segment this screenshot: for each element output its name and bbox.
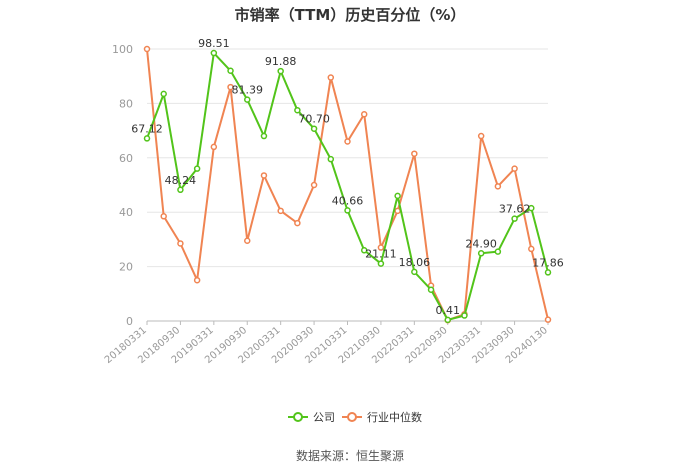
data-point [327, 155, 335, 163]
legend-item[interactable]: 公司 [288, 411, 335, 424]
data-point [377, 244, 385, 251]
y-tick-label: 40 [119, 206, 133, 219]
data-point [160, 213, 167, 220]
data-point [277, 207, 284, 215]
data-point [494, 248, 502, 255]
data-label: 0.41 [436, 304, 461, 317]
data-point [444, 316, 451, 324]
data-point [294, 219, 301, 227]
data-label: 37.62 [499, 203, 531, 216]
data-point [227, 67, 234, 75]
data-point [360, 247, 368, 254]
data-point [227, 83, 234, 91]
legend-label: 公司 [313, 411, 335, 424]
source-text: 数据来源：恒生聚源 [295, 449, 404, 463]
data-point [244, 96, 251, 103]
y-tick-label: 100 [112, 43, 133, 56]
data-point [528, 245, 535, 253]
data-label: 40.66 [332, 194, 364, 207]
data-point [544, 316, 552, 323]
data-point [193, 165, 201, 172]
data-label: 81.39 [232, 84, 264, 97]
data-label-layer: 67.12 48.24 98.51 81.39 91.88 70.70 40.66 21.11… [131, 37, 564, 317]
y-tick-label: 80 [119, 97, 133, 110]
data-label: 24.90 [465, 237, 497, 250]
series-line [146, 48, 549, 322]
data-point [427, 286, 435, 293]
data-point [377, 260, 385, 267]
y-tick-label: 0 [126, 315, 133, 328]
data-point [310, 181, 318, 189]
data-point [193, 276, 201, 284]
legend-swatch-marker [293, 412, 303, 422]
data-point [210, 49, 218, 57]
data-point [411, 150, 418, 157]
data-label: 21.11 [365, 248, 397, 261]
data-point [477, 132, 485, 140]
data-point [344, 207, 351, 214]
data-point [511, 215, 518, 222]
data-point [310, 125, 318, 132]
data-point [277, 67, 284, 75]
series-line [146, 52, 549, 321]
data-point [260, 132, 268, 140]
data-point [260, 172, 268, 179]
data-point [160, 90, 167, 98]
data-point [210, 143, 218, 151]
data-label: 48.24 [165, 174, 197, 187]
data-point [327, 74, 335, 81]
data-label: 70.70 [298, 113, 330, 126]
data-point [394, 207, 401, 215]
data-point [411, 268, 418, 276]
data-point [544, 269, 552, 276]
legend: 公司 行业中位数 [288, 410, 422, 424]
legend-label: 行业中位数 [367, 410, 422, 424]
y-tick-label: 20 [119, 261, 133, 274]
data-point [360, 111, 368, 118]
data-point [177, 240, 184, 247]
data-label: 18.06 [399, 256, 431, 269]
data-point [511, 165, 518, 172]
data-label: 91.88 [265, 55, 297, 68]
data-point [143, 45, 151, 53]
chart-title: 市销率（TTM）历史百分位（%） [234, 6, 466, 24]
data-label: 98.51 [198, 37, 230, 50]
y-tick-label: 60 [119, 152, 133, 165]
data-point [394, 192, 401, 200]
data-point [244, 237, 251, 245]
data-point [461, 312, 468, 319]
legend-item[interactable]: 行业中位数 [342, 410, 422, 424]
series-layer [143, 45, 552, 324]
data-label: 67.12 [131, 122, 163, 135]
data-point [344, 138, 351, 145]
data-point [177, 186, 184, 194]
data-point [494, 183, 502, 190]
grid-layer [147, 48, 548, 322]
axis-layer: 0204060801002018033120180930201903312019… [103, 43, 550, 366]
data-point [294, 106, 301, 114]
data-point [143, 135, 151, 142]
data-label: 17.86 [532, 256, 564, 269]
legend-swatch-marker [347, 412, 357, 422]
data-point [477, 250, 485, 257]
data-point [528, 204, 535, 212]
